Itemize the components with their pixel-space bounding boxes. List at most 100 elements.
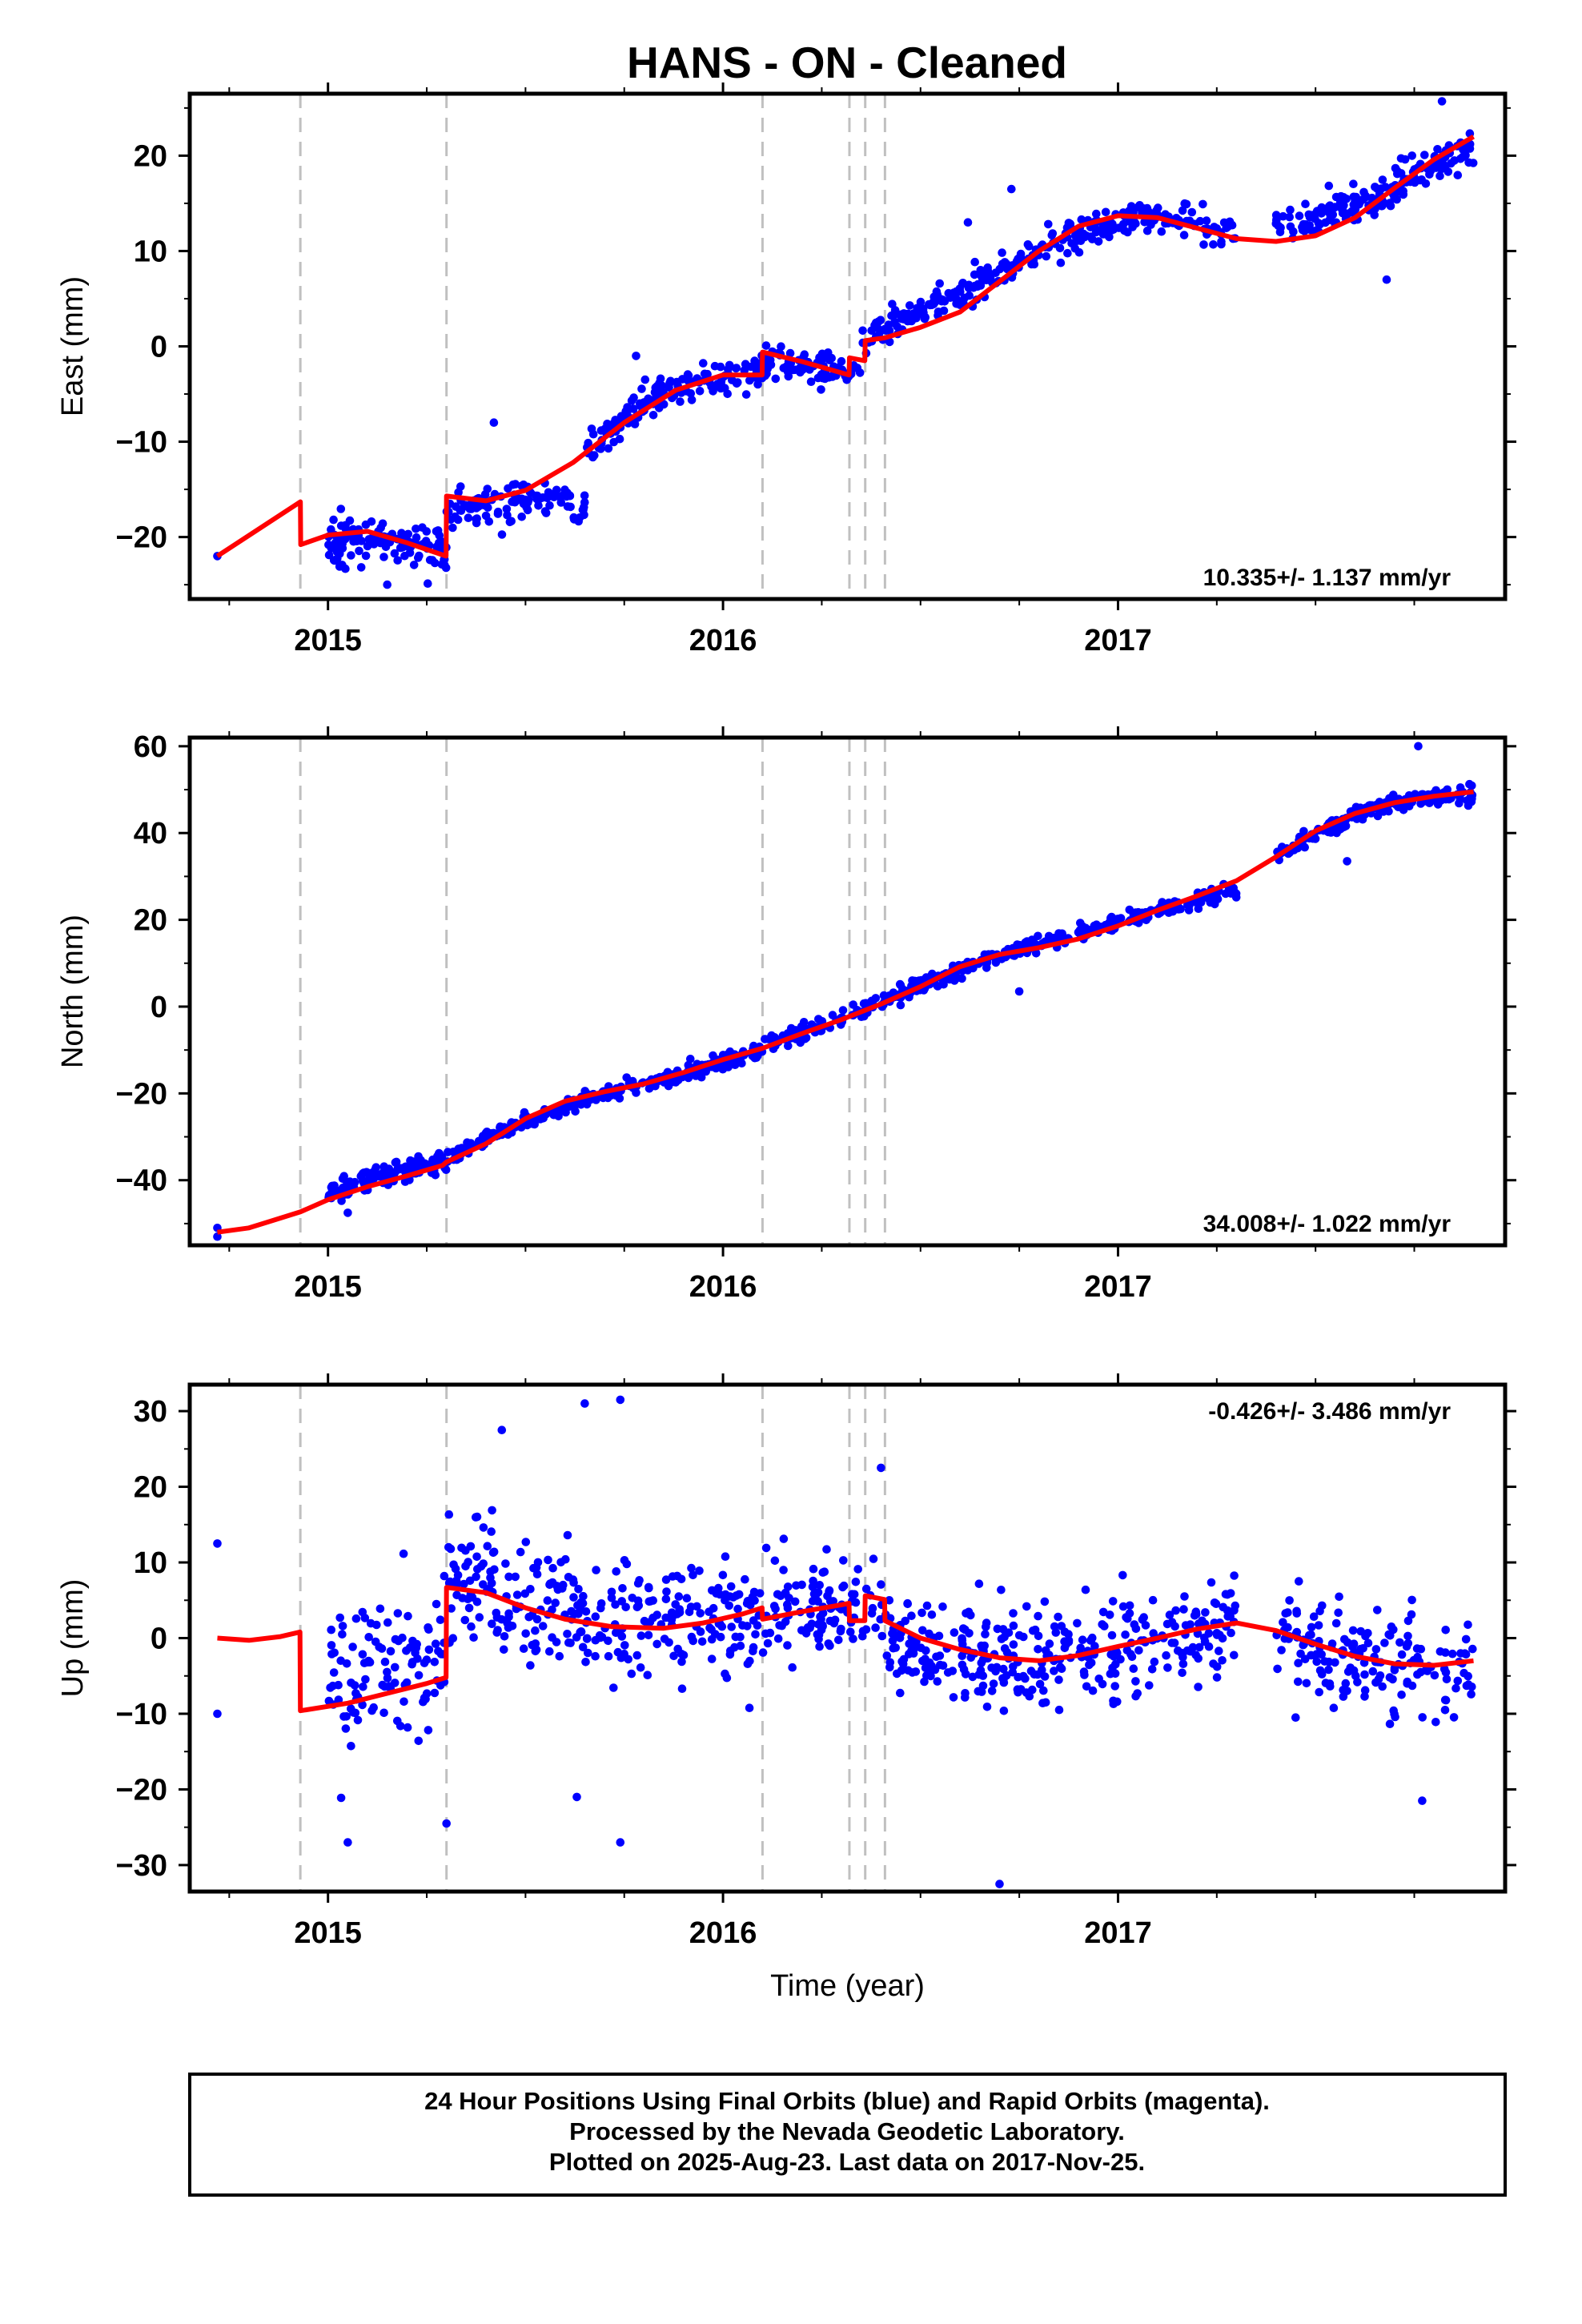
data-point: [596, 1599, 606, 1608]
data-point: [489, 418, 499, 427]
data-point: [1348, 1642, 1357, 1651]
data-point: [1194, 1683, 1203, 1691]
data-point: [987, 1663, 996, 1672]
data-point: [636, 1663, 645, 1672]
data-point: [1114, 223, 1123, 232]
data-point: [1063, 248, 1072, 258]
data-point: [618, 1584, 627, 1593]
data-point: [1294, 1677, 1303, 1687]
data-point: [609, 1683, 618, 1692]
data-point: [1399, 806, 1408, 814]
data-point: [412, 1639, 421, 1649]
data-point: [411, 1160, 420, 1170]
data-point: [1332, 828, 1341, 838]
data-point: [919, 310, 928, 320]
data-point: [938, 1661, 948, 1671]
data-point: [1055, 931, 1065, 940]
data-point: [430, 1688, 440, 1698]
x-tick-label: 2017: [1084, 624, 1152, 657]
data-point: [895, 1634, 905, 1642]
data-point: [327, 1625, 336, 1634]
data-point: [716, 362, 725, 372]
data-point: [580, 1399, 589, 1408]
data-point: [1187, 207, 1197, 217]
data-point: [1416, 1667, 1425, 1677]
data-point: [908, 976, 917, 985]
data-point: [908, 312, 917, 321]
data-point: [336, 1656, 346, 1665]
data-point: [808, 1597, 817, 1606]
data-point: [584, 1648, 592, 1658]
data-point: [949, 1693, 958, 1702]
data-point: [627, 396, 636, 405]
data-point: [968, 1672, 978, 1682]
data-point: [356, 563, 366, 572]
data-point: [1035, 1679, 1045, 1689]
data-point: [1305, 212, 1315, 222]
data-point: [393, 556, 403, 565]
data-point: [958, 1660, 967, 1670]
data-point: [669, 1651, 678, 1661]
data-point: [761, 1629, 770, 1638]
data-point: [1371, 1645, 1381, 1654]
data-point: [442, 1819, 451, 1828]
data-point: [818, 1568, 828, 1577]
data-point: [788, 1663, 797, 1672]
data-point: [560, 485, 569, 494]
data-point: [358, 1650, 367, 1659]
data-point: [1441, 1648, 1450, 1657]
data-point: [777, 342, 785, 352]
data-point: [454, 488, 463, 497]
data-point: [1455, 798, 1464, 808]
data-point: [1360, 1692, 1369, 1701]
data-point: [686, 1055, 695, 1063]
data-point: [414, 1152, 423, 1161]
y-tick-label: 20: [134, 139, 167, 173]
data-point: [806, 377, 816, 387]
data-point: [1171, 1606, 1180, 1615]
data-point: [1331, 192, 1341, 202]
data-point: [352, 533, 361, 543]
data-point: [1056, 258, 1066, 267]
data-point: [1286, 205, 1295, 215]
data-point: [484, 517, 494, 526]
data-point: [437, 560, 447, 569]
data-point: [627, 1669, 636, 1679]
data-point: [612, 1628, 620, 1638]
data-point: [472, 1572, 480, 1582]
data-point: [339, 1712, 348, 1721]
data-point: [568, 1575, 578, 1584]
data-point: [552, 485, 561, 495]
data-point: [1074, 927, 1083, 937]
data-point: [1453, 171, 1463, 179]
data-point: [519, 480, 528, 489]
data-point: [686, 1602, 696, 1611]
data-point: [329, 1668, 339, 1677]
data-point: [338, 1630, 347, 1639]
data-point: [332, 547, 342, 557]
data-point: [849, 1634, 857, 1643]
data-point: [761, 341, 771, 350]
x-tick-label: 2016: [689, 1916, 757, 1950]
data-point: [1177, 1648, 1186, 1658]
data-point: [551, 1598, 560, 1607]
data-point: [548, 1563, 557, 1573]
data-point: [1019, 1632, 1028, 1642]
data-point: [1148, 1595, 1158, 1605]
data-point: [507, 517, 516, 526]
data-point: [347, 1742, 355, 1751]
data-point: [1302, 1679, 1311, 1688]
data-point: [1131, 1624, 1141, 1634]
y-tick-label: −20: [116, 1077, 167, 1111]
data-point: [1314, 1621, 1323, 1630]
data-point: [556, 1558, 565, 1567]
data-point: [213, 1539, 222, 1548]
data-point: [444, 1542, 453, 1552]
up-panel: −30 −20 −10 0 10 20 30 2015 2016 2017 Up (mm) Time …: [56, 1373, 1516, 2003]
data-point: [565, 1102, 574, 1111]
data-point: [369, 1703, 379, 1712]
data-point: [582, 1100, 592, 1109]
data-point: [730, 1642, 739, 1652]
data-point: [1040, 1597, 1050, 1606]
data-point: [926, 300, 934, 310]
